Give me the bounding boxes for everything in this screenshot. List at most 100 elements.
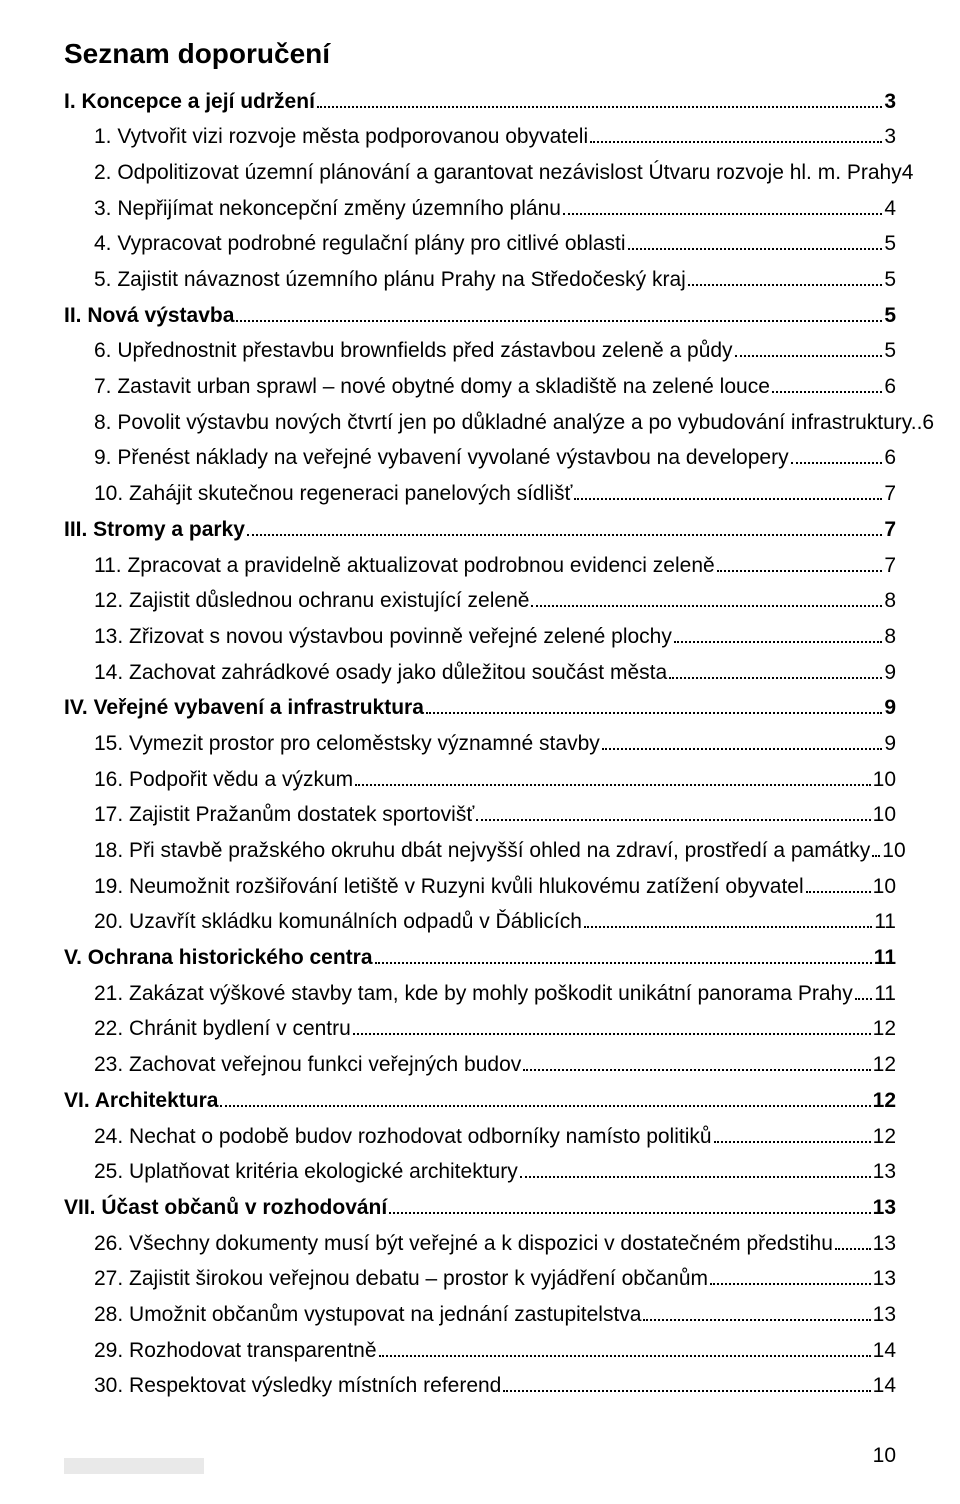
toc-entry: 10. Zahájit skutečnou regeneraci panelov…	[64, 476, 896, 512]
toc-entry-page: 6	[884, 369, 896, 405]
toc-dot-leader	[523, 1056, 870, 1072]
toc-dot-leader	[735, 342, 883, 358]
toc-dot-leader	[855, 984, 872, 1000]
toc-entry-page: 7	[884, 476, 896, 512]
toc-entry-page: 12	[873, 1047, 896, 1083]
toc-dot-leader	[520, 1163, 871, 1179]
toc-entry-page: 5	[884, 262, 896, 298]
toc-entry-label: 11. Zpracovat a pravidelně aktualizovat …	[94, 548, 715, 584]
toc-entry: 4. Vypracovat podrobné regulační plány p…	[64, 226, 896, 262]
toc-entry-label: VI. Architektura	[64, 1083, 218, 1119]
toc-entry-label: 5. Zajistit návaznost územního plánu Pra…	[94, 262, 686, 298]
table-of-contents: I. Koncepce a její udržení31. Vytvořit v…	[64, 84, 896, 1404]
toc-entry-page: 4	[902, 155, 914, 191]
toc-entry-label: 17. Zajistit Pražanům dostatek sportoviš…	[94, 797, 474, 833]
toc-dot-leader	[220, 1091, 870, 1107]
toc-entry: 27. Zajistit širokou veřejnou debatu – p…	[64, 1261, 896, 1297]
toc-dot-leader	[772, 377, 882, 393]
document-page: Seznam doporučení I. Koncepce a její udr…	[0, 0, 960, 1504]
toc-entry-label: 19. Neumožnit rozšiřování letiště v Ruzy…	[94, 869, 804, 905]
toc-entry: 21. Zakázat výškové stavby tam, kde by m…	[64, 976, 896, 1012]
toc-entry-label: IV. Veřejné vybavení a infrastruktura	[64, 690, 424, 726]
toc-entry: 2. Odpolitizovat územní plánování a gara…	[64, 155, 896, 191]
toc-dot-leader	[791, 449, 883, 465]
toc-dot-leader	[476, 806, 870, 822]
toc-entry-label: II. Nová výstavba	[64, 298, 234, 334]
toc-dot-leader	[628, 235, 883, 251]
toc-dot-leader	[563, 199, 882, 215]
toc-entry: 9. Přenést náklady na veřejné vybavení v…	[64, 440, 896, 476]
toc-entry: 20. Uzavřít skládku komunálních odpadů v…	[64, 904, 896, 940]
toc-entry: 15. Vymezit prostor pro celoměstsky význ…	[64, 726, 896, 762]
toc-entry: 22. Chránit bydlení v centru 12	[64, 1011, 896, 1047]
toc-entry-label: 22. Chránit bydlení v centru	[94, 1011, 351, 1047]
toc-entry-page: 13	[873, 1226, 896, 1262]
toc-entry-label: 25. Uplatňovat kritéria ekologické archi…	[94, 1154, 518, 1190]
toc-entry: I. Koncepce a její udržení3	[64, 84, 896, 120]
toc-dot-leader	[806, 877, 871, 893]
toc-entry-page: 5	[884, 226, 896, 262]
toc-entry-page: 9	[884, 726, 896, 762]
toc-entry-page: 10	[882, 833, 905, 869]
toc-entry-label: 18. Při stavbě pražského okruhu dbát nej…	[94, 833, 870, 869]
toc-entry-page: 8	[884, 583, 896, 619]
toc-entry: VI. Architektura 12	[64, 1083, 896, 1119]
toc-entry: 8. Povolit výstavbu nových čtvrtí jen po…	[64, 405, 896, 441]
toc-dot-leader	[375, 948, 872, 964]
toc-entry-page: 12	[873, 1011, 896, 1047]
toc-entry: 5. Zajistit návaznost územního plánu Pra…	[64, 262, 896, 298]
toc-dot-leader	[247, 520, 882, 536]
toc-entry-page: 5	[884, 333, 896, 369]
toc-entry: 17. Zajistit Pražanům dostatek sportoviš…	[64, 797, 896, 833]
toc-entry: 25. Uplatňovat kritéria ekologické archi…	[64, 1154, 896, 1190]
page-number: 10	[873, 1438, 896, 1474]
toc-dot-leader	[574, 485, 882, 501]
toc-dot-leader	[317, 92, 882, 108]
toc-entry: 12. Zajistit důslednou ochranu existujíc…	[64, 583, 896, 619]
toc-entry-page: 12	[873, 1083, 896, 1119]
toc-entry-label: 16. Podpořit vědu a výzkum	[94, 762, 353, 798]
toc-entry: 19. Neumožnit rozšiřování letiště v Ruzy…	[64, 869, 896, 905]
toc-entry: II. Nová výstavba 5	[64, 298, 896, 334]
toc-entry: 16. Podpořit vědu a výzkum10	[64, 762, 896, 798]
toc-entry: 23. Zachovat veřejnou funkci veřejných b…	[64, 1047, 896, 1083]
toc-entry-page: 12	[873, 1119, 896, 1155]
toc-entry-page: 7	[884, 548, 896, 584]
toc-dot-leader	[590, 128, 882, 144]
toc-dot-leader	[236, 306, 882, 322]
toc-dot-leader	[503, 1377, 870, 1393]
toc-dot-leader	[426, 699, 882, 715]
toc-entry: 14. Zachovat zahrádkové osady jako důlež…	[64, 655, 896, 691]
toc-entry-label: 23. Zachovat veřejnou funkci veřejných b…	[94, 1047, 521, 1083]
toc-entry: 13. Zřizovat s novou výstavbou povinně v…	[64, 619, 896, 655]
toc-entry-page: 13	[873, 1154, 896, 1190]
toc-entry-label: 21. Zakázat výškové stavby tam, kde by m…	[94, 976, 853, 1012]
toc-entry: V. Ochrana historického centra11	[64, 940, 896, 976]
toc-entry-page: 5	[884, 298, 896, 334]
toc-entry-page: 10	[873, 797, 896, 833]
toc-dot-leader	[531, 592, 882, 608]
toc-entry-page: 9	[884, 690, 896, 726]
toc-entry-page: 13	[873, 1297, 896, 1333]
toc-entry-page: 14	[873, 1368, 896, 1404]
toc-entry-label: III. Stromy a parky	[64, 512, 245, 548]
toc-entry: 28. Umožnit občanům vystupovat na jednán…	[64, 1297, 896, 1333]
toc-entry-label: 3. Nepřijímat nekoncepční změny územního…	[94, 191, 561, 227]
toc-dot-leader	[355, 770, 871, 786]
toc-dot-leader	[710, 1270, 871, 1286]
toc-entry: 30. Respektovat výsledky místních refere…	[64, 1368, 896, 1404]
toc-entry-page: 14	[873, 1333, 896, 1369]
toc-entry-page: 3	[884, 84, 896, 120]
toc-dot-leader	[674, 627, 882, 643]
page-title: Seznam doporučení	[64, 30, 896, 78]
toc-entry: 26. Všechny dokumenty musí být veřejné a…	[64, 1226, 896, 1262]
toc-entry: 24. Nechat o podobě budov rozhodovat odb…	[64, 1119, 896, 1155]
toc-dot-leader	[688, 270, 883, 286]
toc-entry: III. Stromy a parky7	[64, 512, 896, 548]
toc-entry-label: 2. Odpolitizovat územní plánování a gara…	[94, 155, 902, 191]
toc-dot-leader	[669, 663, 882, 679]
toc-dot-leader	[584, 913, 872, 929]
toc-entry-page: 3	[884, 119, 896, 155]
toc-entry-label: 27. Zajistit širokou veřejnou debatu – p…	[94, 1261, 708, 1297]
toc-entry-label: 1. Vytvořit vizi rozvoje města podporova…	[94, 119, 588, 155]
